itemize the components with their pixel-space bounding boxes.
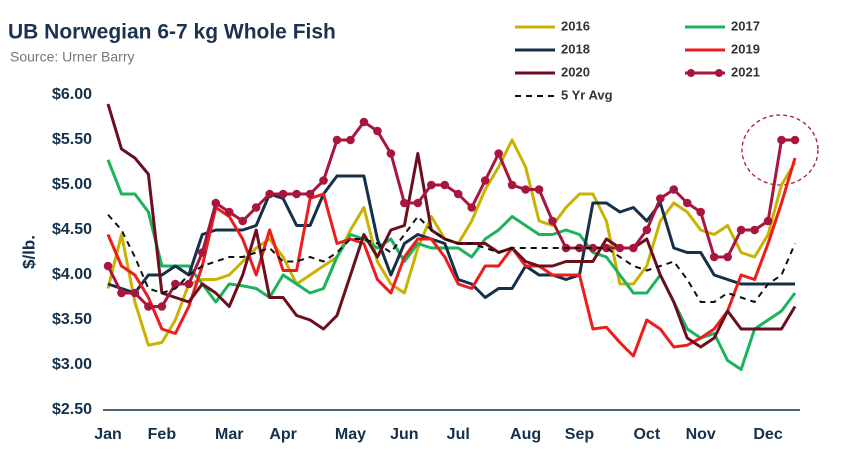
x-tick-label: Sep: [565, 426, 595, 443]
legend-label: 2019: [731, 41, 760, 56]
y-tick-label: $4.00: [52, 266, 92, 283]
data-point: [359, 117, 369, 127]
data-point: [682, 198, 692, 208]
data-point: [211, 198, 221, 208]
data-point: [144, 302, 153, 311]
data-point: [157, 302, 167, 311]
data-point: [790, 135, 800, 145]
legend-label: 2018: [561, 41, 590, 56]
data-point: [777, 135, 786, 145]
x-tick-label: Mar: [215, 426, 243, 443]
legend-label: 2016: [561, 18, 590, 33]
data-point: [278, 189, 288, 199]
data-point: [400, 198, 409, 208]
x-tick-label: Jun: [390, 426, 418, 443]
legend-label: 2021: [731, 64, 760, 79]
chart-subtitle: Source: Urner Barry: [10, 49, 134, 65]
data-point: [319, 176, 328, 185]
data-point: [669, 185, 679, 194]
y-tick-label: $5.00: [52, 176, 92, 193]
data-point: [251, 203, 261, 212]
data-point: [467, 203, 477, 212]
data-point: [184, 279, 194, 289]
x-tick-label: Oct: [633, 426, 660, 443]
data-point: [440, 180, 450, 190]
legend-marker: [687, 69, 695, 77]
data-point: [507, 180, 517, 190]
data-point: [292, 189, 301, 199]
data-point: [655, 194, 665, 203]
data-point: [171, 279, 180, 289]
legend-label: 2020: [561, 64, 590, 79]
x-tick-label: Dec: [753, 426, 782, 443]
data-point: [453, 189, 463, 199]
data-point: [426, 180, 436, 190]
data-point: [197, 248, 207, 257]
series-line: [107, 174, 795, 299]
data-point: [413, 198, 423, 208]
data-point: [629, 243, 638, 253]
data-point: [548, 216, 557, 226]
y-tick-label: $3.50: [52, 311, 92, 328]
data-point: [332, 135, 342, 145]
series-line: [106, 159, 797, 371]
data-point: [103, 261, 113, 271]
y-tick-label: $6.00: [52, 86, 92, 103]
x-tick-label: Nov: [686, 426, 716, 443]
y-tick-label: $3.00: [52, 356, 92, 373]
data-point: [305, 189, 315, 199]
x-tick-label: Feb: [148, 426, 177, 443]
data-point: [494, 149, 503, 158]
series-line: [106, 120, 795, 308]
data-point: [615, 243, 625, 253]
data-point: [373, 126, 382, 136]
data-point: [130, 288, 140, 298]
data-point: [696, 207, 706, 217]
data-point: [642, 225, 652, 235]
data-point: [588, 243, 598, 253]
data-point: [534, 185, 544, 194]
chart-title: UB Norwegian 6-7 kg Whole Fish: [8, 21, 336, 44]
legend-marker: [715, 69, 723, 77]
x-tick-label: Jan: [94, 426, 122, 443]
data-point: [224, 207, 234, 217]
data-point: [723, 252, 732, 262]
y-tick-label: $5.50: [52, 131, 92, 148]
data-point: [750, 225, 759, 235]
series-line: [107, 214, 796, 303]
x-tick-label: Aug: [510, 426, 541, 443]
x-tick-label: May: [335, 426, 366, 443]
data-point: [117, 288, 126, 298]
data-point: [346, 135, 355, 145]
data-point: [265, 189, 274, 199]
series-line: [106, 103, 797, 349]
y-axis-label: $/lb.: [19, 235, 38, 269]
data-point: [736, 225, 746, 235]
y-tick-label: $4.50: [52, 221, 92, 238]
series-line: [106, 157, 797, 358]
legend-label: 5 Yr Avg: [561, 87, 613, 102]
legend-label: 2017: [731, 18, 760, 33]
data-point: [238, 216, 248, 226]
y-tick-label: $2.50: [52, 401, 92, 418]
data-point: [386, 149, 396, 158]
data-point: [709, 252, 719, 262]
data-point: [763, 216, 773, 226]
x-tick-label: Apr: [269, 426, 297, 443]
data-point: [521, 185, 530, 194]
x-tick-label: Jul: [447, 426, 470, 443]
data-point: [480, 176, 490, 185]
